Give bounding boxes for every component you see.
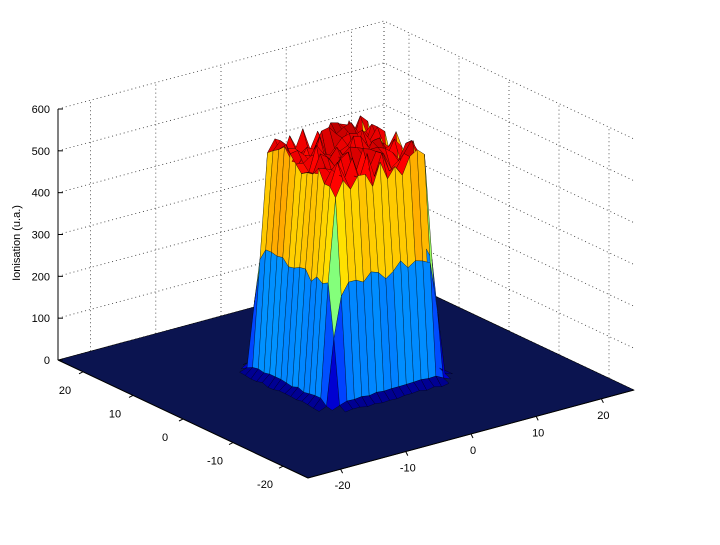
tick-labels: 0 100 200 300 400 500 600 -20 -10 0 10 20 -20 -10 0 10 2… xyxy=(32,104,610,492)
z-tick-label: 400 xyxy=(32,188,50,200)
x-tick-label: 10 xyxy=(532,427,544,439)
grid-line-z xyxy=(57,229,635,349)
x-tick-label: 0 xyxy=(470,445,476,457)
y-tick-mark xyxy=(78,371,84,375)
x-tick-mark xyxy=(535,416,539,421)
y-tick-label: -20 xyxy=(257,479,273,491)
z-tick-label: 100 xyxy=(32,313,50,325)
z-tick-label: 300 xyxy=(32,230,50,242)
y-tick-mark xyxy=(228,442,234,446)
y-tick-mark xyxy=(278,465,284,469)
surface-patch xyxy=(435,375,450,387)
x-tick-mark xyxy=(405,451,409,456)
z-tick-label: 600 xyxy=(32,104,50,116)
z-axis-label: Ionisation (u.a.) xyxy=(11,205,23,281)
z-tick-label: 0 xyxy=(44,355,50,367)
x-tick-mark xyxy=(600,398,604,404)
x-tick-mark xyxy=(470,433,474,439)
surface-patch xyxy=(437,311,452,380)
x-tick-mark xyxy=(340,468,344,474)
z-tick-label: 200 xyxy=(32,271,50,283)
y-tick-label: 10 xyxy=(109,408,121,420)
grid-line-z xyxy=(57,146,635,265)
grid-line-z xyxy=(57,20,635,140)
x-tick-label: 20 xyxy=(597,410,609,422)
x-tick-label: -10 xyxy=(400,463,416,475)
x-tick-label: -20 xyxy=(335,480,351,492)
y-tick-mark xyxy=(178,418,184,422)
y-tick-label: 0 xyxy=(162,432,168,444)
surface-mesh xyxy=(239,115,453,413)
grid-line-z xyxy=(57,187,635,307)
y-tick-label: -10 xyxy=(207,456,223,468)
z-tick-label: 500 xyxy=(32,146,50,158)
grid-line-z xyxy=(57,62,635,182)
grid-line-z xyxy=(57,104,635,224)
surface-patch xyxy=(439,367,453,374)
y-tick-mark xyxy=(128,394,134,398)
y-tick-label: 20 xyxy=(59,385,71,397)
